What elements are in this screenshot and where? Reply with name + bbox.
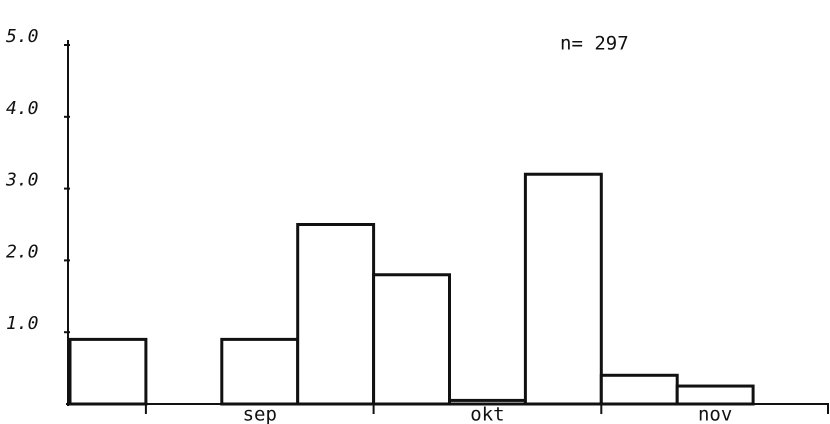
- bar: [372, 273, 452, 406]
- bar: [296, 223, 376, 406]
- bar: [675, 384, 755, 406]
- bar: [599, 373, 679, 406]
- bar: [448, 398, 527, 406]
- bar: [523, 172, 603, 406]
- x-tick-label: okt: [470, 404, 504, 424]
- y-tick-label: 2.0: [6, 241, 39, 262]
- x-tick-label: nov: [698, 404, 732, 424]
- bar: [220, 337, 300, 406]
- y-tick-label: 1.0: [6, 313, 39, 334]
- y-tick-label: 3.0: [5, 170, 39, 191]
- y-tick-label: 5.0: [6, 26, 39, 47]
- y-tick-label: 4.0: [6, 98, 39, 119]
- bar: [68, 337, 148, 406]
- x-tick-label: sep: [243, 404, 277, 424]
- annotation: n= 297: [560, 33, 629, 55]
